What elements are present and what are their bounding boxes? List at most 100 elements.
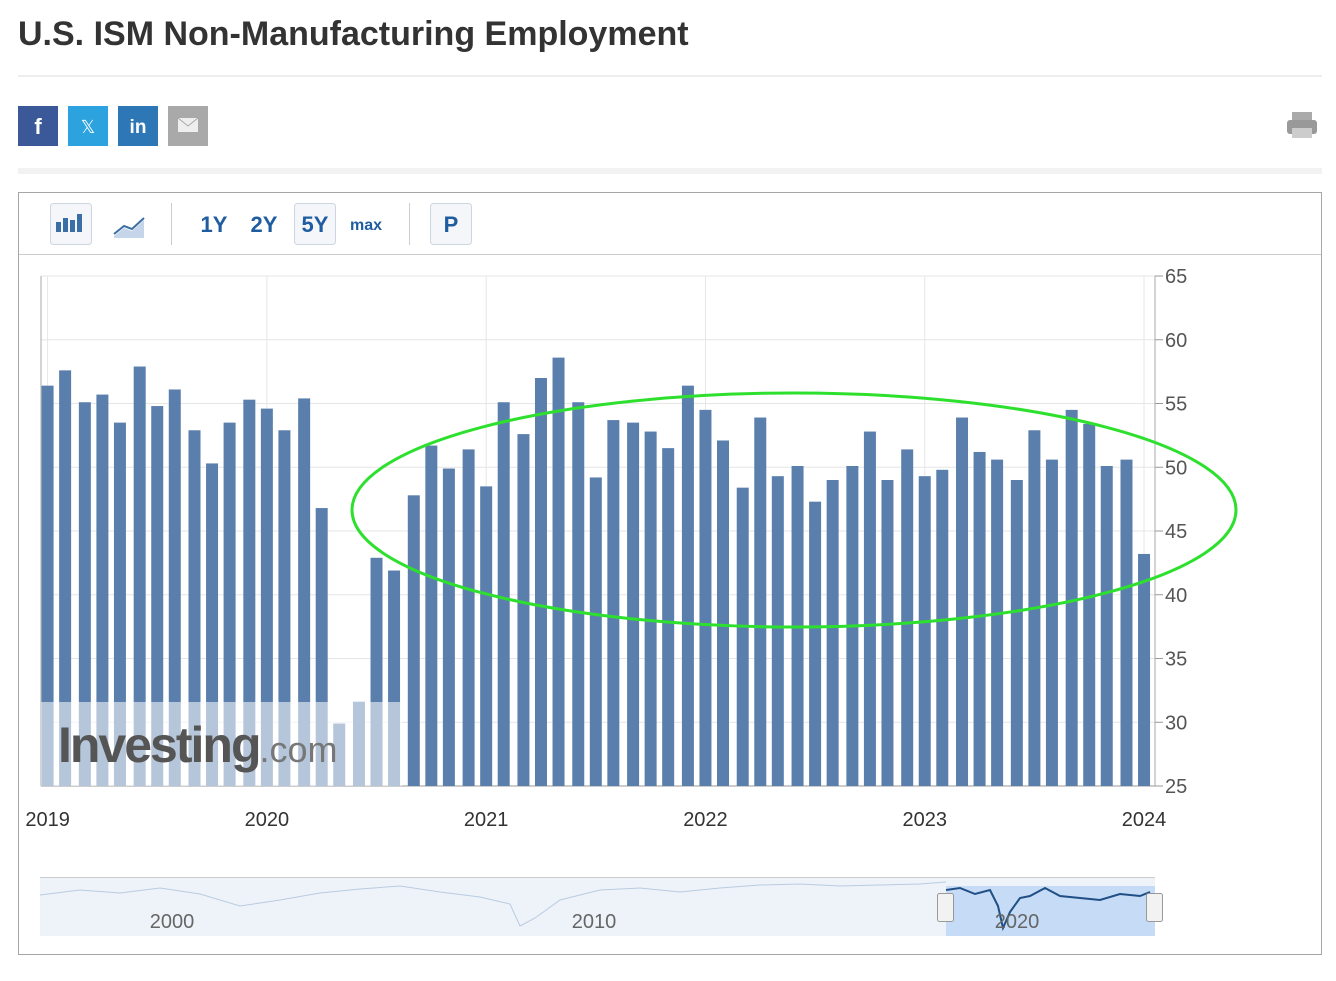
y-tick-label: 35 <box>1165 649 1187 671</box>
bar <box>607 420 620 786</box>
y-tick-label: 50 <box>1165 457 1187 479</box>
bar <box>278 430 291 786</box>
navigator-handle[interactable] <box>937 893 954 922</box>
y-tick-label: 45 <box>1165 521 1187 543</box>
shadow <box>18 168 1322 174</box>
bar <box>552 357 565 786</box>
bar <box>1138 553 1151 786</box>
y-tick-label: 25 <box>1165 776 1187 798</box>
bar <box>809 501 822 786</box>
facebook-button[interactable] <box>18 106 58 146</box>
watermark-suffix: .com <box>259 729 337 770</box>
y-tick-label: 40 <box>1165 585 1187 607</box>
bar <box>991 459 1004 786</box>
bar <box>901 449 914 786</box>
bar <box>572 402 585 786</box>
bar <box>662 448 675 786</box>
x-tick-label: 2022 <box>683 809 728 831</box>
navigator: 2000 2010 2020 <box>39 877 1163 936</box>
bar <box>716 440 729 786</box>
bar <box>1045 459 1058 786</box>
share-bar: f 𝕏 in <box>18 106 208 146</box>
bar <box>480 486 493 786</box>
highlight-ellipse <box>350 391 1238 629</box>
icon <box>113 217 145 235</box>
p-button-label: P <box>444 212 459 237</box>
page-title: U.S. ISM Non-Manufacturing Employment <box>18 15 689 53</box>
x-tick-label: 2019 <box>25 809 70 831</box>
navigator-label: 2020 <box>995 911 1040 933</box>
email-icon-flap <box>177 117 199 127</box>
twitter-icon: 𝕏 <box>81 117 96 137</box>
range-button[interactable]: 5Y <box>302 212 329 237</box>
bar <box>1100 465 1113 786</box>
icon <box>63 218 68 232</box>
print-icon <box>1292 112 1312 120</box>
range-button-active[interactable] <box>294 203 336 245</box>
bar <box>699 409 712 786</box>
linkedin-button[interactable] <box>118 106 158 146</box>
bar <box>462 449 475 786</box>
bar <box>133 366 146 786</box>
navigator-label: 2010 <box>572 911 617 933</box>
bar <box>973 451 986 786</box>
bar <box>534 378 547 786</box>
y-tick-label: 65 <box>1165 266 1187 288</box>
bar <box>1083 423 1096 786</box>
bar <box>243 399 256 786</box>
bar <box>936 469 949 786</box>
bar <box>168 389 181 786</box>
x-tick-label: 2023 <box>902 809 947 831</box>
y-tick-label: 55 <box>1165 394 1187 416</box>
bar <box>881 480 894 786</box>
bar <box>188 430 201 786</box>
bar <box>442 468 455 786</box>
navigator-history <box>39 881 947 927</box>
x-tick-label: 2020 <box>245 809 290 831</box>
print-icon <box>1292 128 1312 138</box>
watermark: Investing.com <box>58 717 338 773</box>
toolbar: 1Y 2Y 5Y max P <box>50 203 472 245</box>
watermark-brand: Investing <box>58 717 259 773</box>
bar <box>1065 409 1078 786</box>
icon <box>114 220 144 238</box>
navigator-selected-line <box>945 886 1151 932</box>
bar <box>407 495 420 786</box>
p-button[interactable] <box>430 203 472 245</box>
bar <box>298 398 311 786</box>
bar <box>644 431 657 786</box>
bar <box>627 422 640 786</box>
bar <box>78 402 91 786</box>
twitter-button[interactable] <box>68 106 108 146</box>
overlay: Investing.com <box>41 391 1238 786</box>
bar <box>918 476 931 786</box>
y-tick-label: 60 <box>1165 330 1187 352</box>
bar <box>151 406 164 786</box>
bar <box>736 487 749 786</box>
bar <box>826 480 839 786</box>
linkedin-icon: in <box>130 117 147 138</box>
bar <box>59 370 72 786</box>
plot: 25 30 35 40 45 50 55 60 65 2019 2020 2021 2022 2023 20… <box>25 266 1187 831</box>
bar <box>41 385 54 786</box>
navigator-handle[interactable] <box>1146 893 1163 922</box>
range-button[interactable]: 2Y <box>251 212 278 237</box>
bar <box>754 417 767 786</box>
line-chart-button[interactable] <box>113 217 145 238</box>
bar <box>96 394 109 786</box>
bar <box>1010 480 1023 786</box>
icon <box>70 220 75 232</box>
bar <box>956 417 969 786</box>
range-button[interactable]: 1Y <box>201 212 228 237</box>
bar <box>1120 459 1133 786</box>
print-button[interactable] <box>1287 112 1317 138</box>
icon <box>56 222 61 232</box>
y-tick-label: 30 <box>1165 712 1187 734</box>
range-button[interactable]: max <box>350 217 382 234</box>
bar <box>771 476 784 786</box>
navigator-label: 2000 <box>150 911 195 933</box>
x-tick-label: 2021 <box>464 809 509 831</box>
bar <box>113 422 126 786</box>
